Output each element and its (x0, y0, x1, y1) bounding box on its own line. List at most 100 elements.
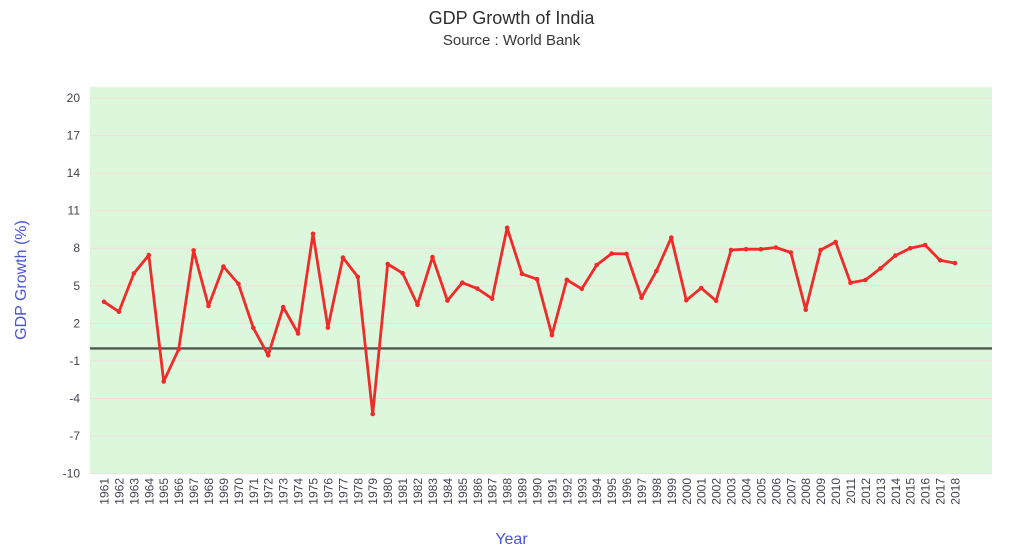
x-tick-label: 1991 (545, 478, 559, 505)
x-tick-label: 1992 (560, 478, 574, 505)
x-tick-label: 2006 (769, 478, 783, 505)
x-tick-label: 1980 (381, 478, 395, 505)
data-point-marker (161, 379, 166, 384)
x-tick-label: 2013 (874, 478, 888, 505)
x-tick-label: 2015 (904, 478, 918, 505)
x-tick-label: 2012 (859, 478, 873, 505)
data-point-marker (310, 231, 316, 237)
y-tick-label: 20 (67, 91, 81, 105)
x-tick-label: 2014 (889, 478, 903, 505)
x-tick-label: 1989 (516, 478, 530, 505)
data-point-marker (907, 245, 913, 251)
x-tick-label: 1998 (650, 478, 664, 505)
data-point-marker (698, 285, 704, 291)
x-tick-label: 1986 (471, 478, 485, 505)
y-tick-label: 2 (73, 316, 80, 330)
y-tick-label: 11 (68, 204, 81, 218)
x-tick-label: 1972 (262, 478, 276, 505)
y-tick-label: -7 (69, 429, 80, 443)
data-point-marker (743, 246, 749, 252)
x-tick-label: 1977 (336, 478, 350, 505)
data-point-marker (654, 268, 659, 274)
data-point-marker (251, 325, 256, 331)
x-tick-label: 1962 (112, 478, 126, 505)
x-tick-label: 1983 (426, 478, 440, 505)
x-tick-label: 1978 (351, 478, 365, 505)
x-tick-label: 2005 (754, 478, 768, 505)
x-tick-label: 2016 (919, 478, 933, 505)
data-point-marker (385, 261, 391, 267)
x-tick-label: 2011 (844, 478, 858, 504)
data-point-marker (788, 250, 794, 255)
data-point-marker (131, 271, 137, 276)
data-point-marker (430, 254, 435, 260)
x-tick-label: 1994 (590, 478, 604, 505)
x-tick-label: 1982 (411, 478, 425, 505)
x-tick-label: 2009 (814, 478, 828, 505)
data-point-marker (803, 307, 808, 313)
data-point-marker (684, 298, 689, 303)
data-point-marker (639, 295, 644, 301)
x-tick-label: 1971 (247, 478, 261, 505)
data-point-marker (355, 274, 361, 280)
data-point-marker (893, 253, 898, 258)
data-point-marker (952, 260, 958, 266)
x-tick-label: 1967 (187, 478, 201, 505)
data-point-marker (370, 411, 376, 417)
y-tick-label: 8 (73, 241, 80, 255)
data-point-marker (669, 235, 674, 240)
x-tick-label: 1981 (396, 478, 410, 505)
data-point-marker (922, 242, 928, 248)
data-point-marker (116, 309, 122, 315)
data-point-marker (400, 270, 405, 276)
x-tick-label: 2004 (740, 478, 754, 505)
data-point-marker (191, 248, 196, 253)
data-point-marker (549, 332, 555, 338)
x-tick-label: 1964 (142, 478, 156, 505)
data-point-marker (146, 252, 152, 258)
x-tick-label: 1966 (172, 478, 186, 505)
data-point-marker (579, 286, 585, 292)
x-tick-label: 1961 (98, 478, 112, 505)
x-tick-label: 1993 (575, 478, 589, 505)
x-tick-label: 2010 (829, 478, 843, 505)
x-tick-label: 2000 (680, 478, 694, 505)
data-point-marker (624, 251, 629, 257)
x-tick-label: 1985 (456, 478, 470, 505)
data-point-marker (475, 286, 480, 291)
x-axis-title: Year (495, 531, 528, 548)
y-tick-label: -10 (63, 467, 81, 481)
data-point-marker (206, 303, 211, 309)
x-tick-label: 1987 (486, 478, 500, 505)
data-point-marker (728, 247, 734, 253)
x-tick-label: 2002 (710, 478, 724, 505)
x-tick-label: 1999 (665, 478, 679, 505)
y-axis-title: GDP Growth (%) (13, 220, 30, 340)
plot-area (90, 87, 992, 474)
data-point-marker (460, 280, 465, 286)
data-point-marker (265, 353, 271, 358)
x-tick-label: 1974 (292, 478, 306, 505)
y-tick-label: 14 (67, 166, 81, 180)
data-point-marker (594, 262, 599, 268)
data-point-marker (937, 258, 943, 263)
x-tick-label: 1970 (232, 478, 246, 505)
data-point-marker (295, 331, 301, 336)
x-tick-label: 1975 (307, 478, 321, 505)
x-tick-label: 2008 (799, 478, 813, 505)
x-tick-label: 1979 (366, 478, 380, 505)
y-tick-label: -1 (69, 354, 80, 368)
x-tick-label: 1990 (531, 478, 545, 505)
data-point-marker (101, 299, 107, 305)
x-tick-label: 2007 (784, 478, 798, 505)
data-point-marker (415, 302, 420, 308)
data-point-marker (833, 239, 838, 245)
y-tick-label: 5 (73, 279, 80, 293)
data-point-marker (325, 325, 331, 330)
data-point-marker (221, 264, 226, 269)
x-tick-label: 1997 (635, 478, 649, 505)
x-tick-label: 1973 (277, 478, 291, 505)
data-point-marker (863, 277, 868, 283)
